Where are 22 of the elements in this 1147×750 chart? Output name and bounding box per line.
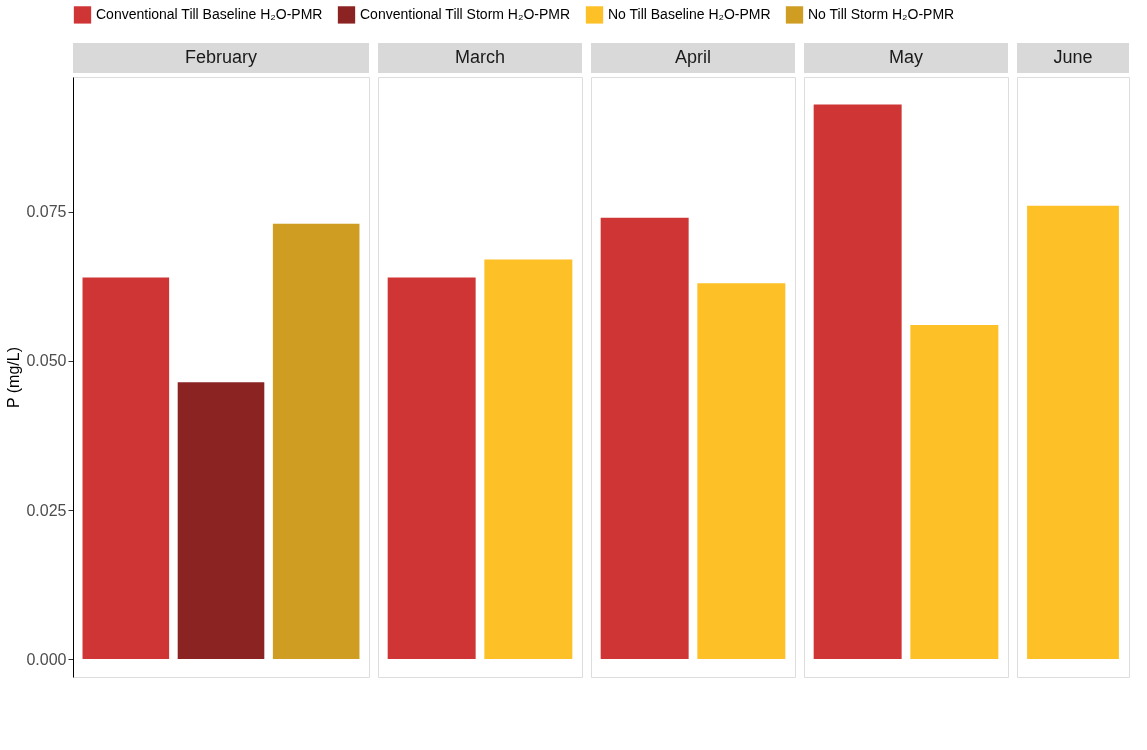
x-tick-label: May <box>888 47 924 67</box>
bar <box>272 223 360 660</box>
legend-label: No Till Storm H₂O-PMR <box>808 5 955 22</box>
bar <box>813 104 902 660</box>
y-tick-label: 0.000 <box>26 650 67 668</box>
x-tick-label: March <box>454 47 506 67</box>
bar <box>387 277 476 660</box>
bar <box>177 382 265 660</box>
bar <box>697 283 786 660</box>
bar <box>484 259 573 660</box>
bar <box>600 217 689 660</box>
y-tick-label: 0.075 <box>26 203 67 221</box>
bar <box>910 325 999 660</box>
y-tick-label: 0.025 <box>26 501 67 519</box>
legend-label: Conventional Till Storm H₂O-PMR <box>360 5 571 22</box>
legend-label: Conventional Till Baseline H₂O-PMR <box>96 5 323 22</box>
legend-label: No Till Baseline H₂O-PMR <box>608 5 771 22</box>
y-tick-label: 0.050 <box>26 352 67 370</box>
x-tick-label: February <box>184 47 258 67</box>
x-tick-label: April <box>674 47 712 67</box>
y-axis-title: P (mg/L) <box>5 346 23 409</box>
x-tick-label: June <box>1053 47 1093 67</box>
